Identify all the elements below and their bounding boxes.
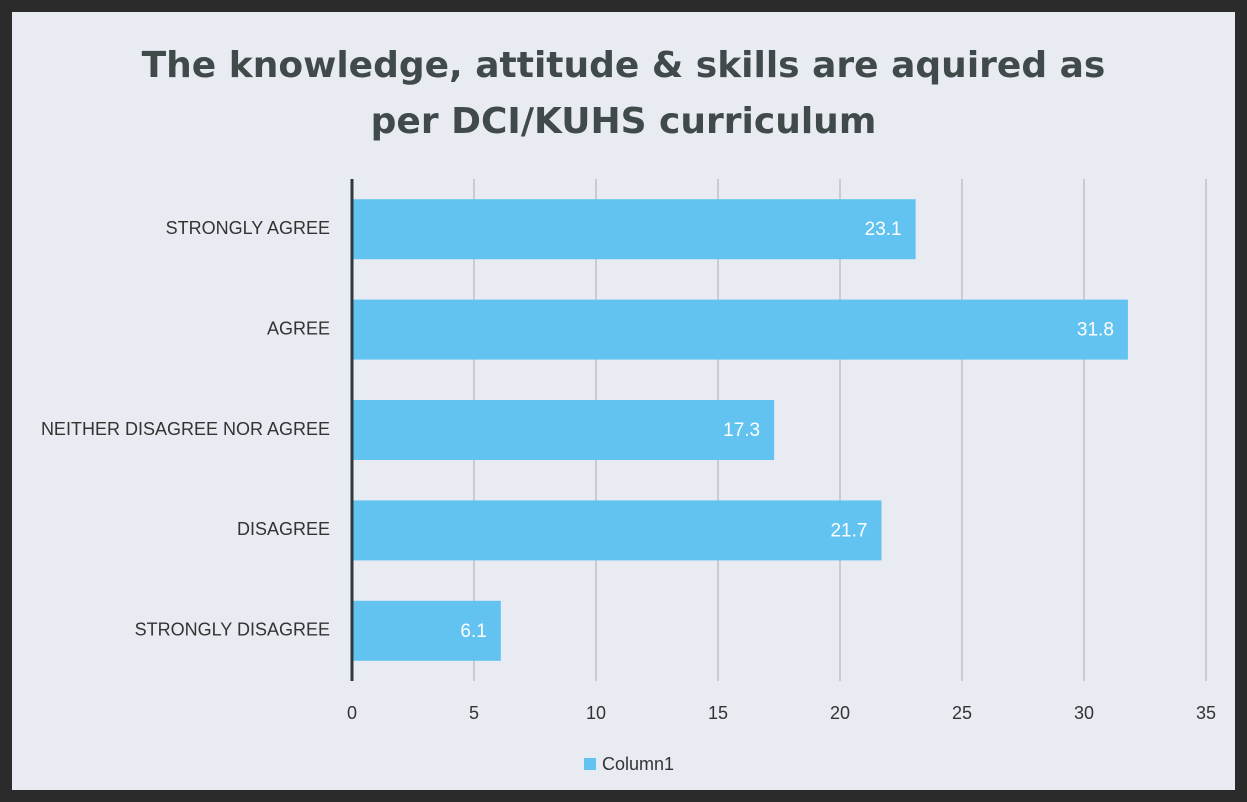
x-tick-label: 35: [1196, 703, 1216, 723]
data-label: 31.8: [1077, 320, 1114, 341]
x-tick-label: 25: [952, 703, 972, 723]
y-tick-label: STRONGLY DISAGREE: [135, 620, 330, 640]
x-tick-label: 30: [1074, 703, 1094, 723]
data-label: 23.1: [865, 219, 902, 240]
y-tick-label: DISAGREE: [237, 519, 330, 539]
legend-swatch: [584, 758, 596, 770]
legend-label: Column1: [602, 754, 674, 774]
x-tick-label: 5: [469, 703, 479, 723]
y-tick-label: NEITHER DISAGREE NOR AGREE: [41, 419, 330, 439]
chart-title: The knowledge, attitude & skills are aqu…: [141, 45, 1106, 142]
bar: [352, 600, 501, 661]
bar: [352, 199, 916, 260]
bar: [352, 400, 775, 460]
x-tick-label: 15: [708, 703, 728, 723]
data-label: 6.1: [460, 621, 486, 642]
bar: [352, 299, 1128, 360]
bar: [352, 500, 882, 561]
data-label: 17.3: [723, 420, 760, 441]
x-tick-label: 0: [347, 703, 357, 723]
x-tick-label: 10: [586, 703, 606, 723]
y-tick-label: STRONGLY AGREE: [166, 218, 330, 238]
x-tick-label: 20: [830, 703, 850, 723]
y-tick-label: AGREE: [267, 318, 330, 338]
data-label: 21.7: [830, 520, 867, 541]
